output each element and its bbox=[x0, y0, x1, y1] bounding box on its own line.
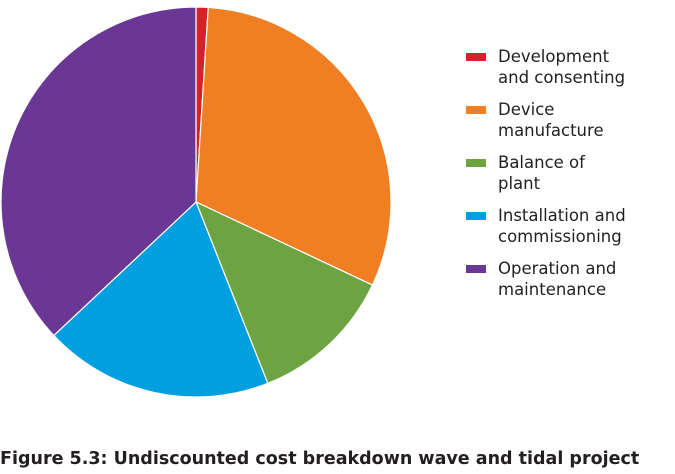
legend-label-balance-of-plant: Balance of plant bbox=[498, 153, 585, 193]
pie-slice-operation bbox=[0, 6, 197, 337]
legend-item-device-manufacture: Device manufacture bbox=[466, 99, 671, 152]
legend-swatch-device-manufacture bbox=[466, 106, 486, 114]
legend-swatch-installation bbox=[466, 212, 486, 220]
legend-label-device-manufacture: Device manufacture bbox=[498, 100, 604, 140]
chart-legend: Development and consenting Device manufa… bbox=[466, 46, 671, 311]
legend-item-operation: Operation and maintenance bbox=[466, 258, 671, 311]
legend-item-development: Development and consenting bbox=[466, 46, 671, 99]
pie-chart bbox=[0, 6, 392, 398]
legend-swatch-development bbox=[466, 53, 486, 61]
legend-label-installation: Installation and commissioning bbox=[498, 206, 626, 246]
legend-swatch-operation bbox=[466, 265, 486, 273]
figure-caption: Figure 5.3: Undiscounted cost breakdown … bbox=[0, 449, 640, 469]
pie-slice-balance-of-plant bbox=[195, 201, 374, 384]
legend-swatch-balance-of-plant bbox=[466, 159, 486, 167]
legend-label-development: Development and consenting bbox=[498, 47, 626, 87]
legend-item-balance-of-plant: Balance of plant bbox=[466, 152, 671, 205]
legend-label-operation: Operation and maintenance bbox=[498, 259, 617, 299]
legend-item-installation: Installation and commissioning bbox=[466, 205, 671, 258]
pie-slice-device-manufacture bbox=[195, 6, 392, 286]
pie-slice-installation bbox=[53, 201, 269, 398]
